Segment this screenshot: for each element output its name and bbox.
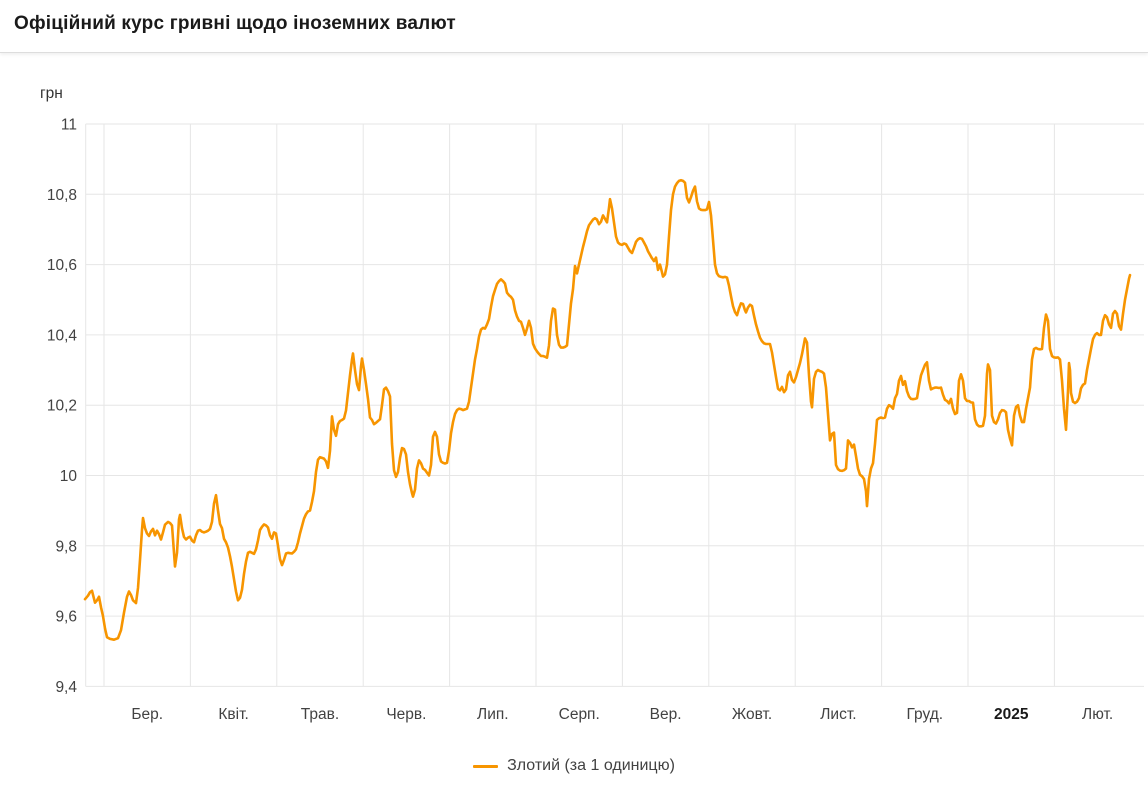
x-tick-label: Черв. xyxy=(386,706,426,723)
legend-line-swatch xyxy=(473,764,499,768)
x-tick-label: 2025 xyxy=(994,706,1029,723)
y-tick-label: 9,8 xyxy=(55,538,77,555)
x-tick-label: Лип. xyxy=(477,706,509,723)
x-tick-label: Квіт. xyxy=(218,706,248,723)
x-tick-label: Вер. xyxy=(650,706,682,723)
widget-header: Офіційний курс гривні щодо іноземних вал… xyxy=(0,0,1148,53)
x-tick-label: Лют. xyxy=(1082,706,1113,723)
page-title: Офіційний курс гривні щодо іноземних вал… xyxy=(14,13,456,34)
y-tick-label: 10,2 xyxy=(47,398,77,415)
legend-label: Злотий (за 1 одиницю) xyxy=(507,757,675,774)
y-tick-label: 10,6 xyxy=(47,257,77,274)
y-axis-unit-label: грн xyxy=(40,85,63,102)
x-tick-label: Жовт. xyxy=(732,706,772,723)
x-tick-label: Трав. xyxy=(301,706,339,723)
series-line-zloty xyxy=(83,178,1132,642)
y-tick-label: 10 xyxy=(60,468,78,485)
y-tick-label: 10,8 xyxy=(47,187,77,204)
x-tick-label: Бер. xyxy=(131,706,163,723)
chart-legend: Злотий (за 1 одиницю) xyxy=(0,752,1148,780)
y-tick-label: 11 xyxy=(61,117,77,134)
x-tick-label: Лист. xyxy=(820,706,856,723)
y-tick-label: 10,4 xyxy=(47,327,78,344)
x-tick-label: Груд. xyxy=(907,706,944,723)
legend-item-zloty[interactable]: Злотий (за 1 одиницю) xyxy=(473,757,675,775)
y-tick-label: 9,4 xyxy=(55,679,77,696)
x-tick-label: Серп. xyxy=(559,706,600,723)
y-tick-label: 9,6 xyxy=(55,609,77,626)
